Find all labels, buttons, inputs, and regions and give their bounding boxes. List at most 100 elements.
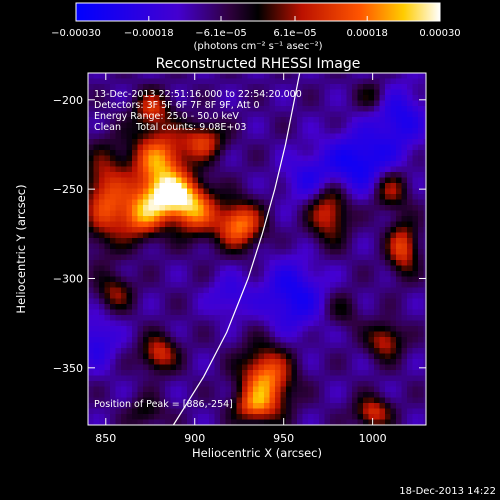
- heatmap-cell: [137, 227, 144, 233]
- heatmap-cell: [297, 205, 303, 211]
- heatmap-cell: [181, 309, 188, 316]
- heatmap-cell: [225, 320, 232, 327]
- heatmap-cell: [214, 194, 221, 200]
- heatmap-cell: [121, 271, 127, 277]
- heatmap-cell: [286, 238, 292, 244]
- heatmap-cell: [181, 293, 188, 299]
- heatmap-cell: [390, 419, 397, 425]
- heatmap-cell: [170, 216, 177, 222]
- heatmap-cell: [418, 282, 424, 288]
- heatmap-cell: [159, 194, 166, 200]
- heatmap-cell: [319, 166, 325, 173]
- heatmap-cell: [264, 359, 270, 365]
- heatmap-cell: [264, 375, 270, 382]
- heatmap-cell: [165, 287, 171, 294]
- heatmap-cell: [357, 331, 364, 338]
- heatmap-cell: [220, 392, 226, 398]
- heatmap-cell: [385, 111, 391, 118]
- heatmap-cell: [181, 73, 188, 79]
- heatmap-cell: [396, 364, 402, 371]
- heatmap-cell: [313, 232, 320, 239]
- heatmap-cell: [412, 210, 419, 217]
- heatmap-cell: [181, 370, 188, 376]
- heatmap-cell: [308, 172, 314, 178]
- heatmap-cell: [324, 375, 331, 382]
- heatmap-cell: [423, 73, 426, 79]
- heatmap-cell: [390, 177, 397, 184]
- heatmap-cell: [159, 210, 166, 217]
- heatmap-cell: [93, 392, 100, 398]
- heatmap-cell: [126, 381, 133, 387]
- heatmap-cell: [324, 320, 331, 327]
- heatmap-cell: [264, 353, 270, 360]
- heatmap-cell: [121, 84, 127, 90]
- heatmap-cell: [242, 128, 248, 134]
- heatmap-cell: [335, 172, 342, 178]
- heatmap-cell: [412, 287, 419, 294]
- heatmap-cell: [236, 183, 243, 189]
- heatmap-cell: [198, 188, 204, 195]
- heatmap-cell: [176, 122, 182, 129]
- heatmap-cell: [104, 386, 111, 393]
- heatmap-cell: [280, 155, 287, 162]
- heatmap-cell: [143, 342, 149, 349]
- heatmap-cell: [330, 117, 336, 123]
- heatmap-cell: [330, 172, 336, 178]
- heatmap-cell: [291, 73, 298, 79]
- heatmap-cell: [88, 397, 94, 404]
- heatmap-cell: [214, 254, 221, 261]
- heatmap-cell: [231, 293, 237, 299]
- heatmap-cell: [88, 331, 94, 338]
- heatmap-cell: [231, 271, 237, 277]
- heatmap-cell: [220, 111, 226, 118]
- heatmap-cell: [308, 392, 314, 398]
- heatmap-cell: [115, 287, 122, 294]
- heatmap-cell: [126, 375, 133, 382]
- heatmap-cell: [88, 408, 94, 415]
- heatmap-cell: [319, 271, 325, 277]
- heatmap-cell: [363, 194, 369, 200]
- heatmap-cell: [115, 282, 122, 288]
- heatmap-cell: [115, 243, 122, 250]
- heatmap-cell: [121, 397, 127, 404]
- heatmap-cell: [126, 188, 133, 195]
- heatmap-cell: [412, 155, 419, 162]
- heatmap-cell: [165, 359, 171, 365]
- heatmap-cell: [341, 139, 347, 145]
- heatmap-cell: [390, 375, 397, 382]
- heatmap-cell: [247, 309, 254, 316]
- heatmap-cell: [253, 150, 259, 156]
- heatmap-cell: [104, 73, 111, 79]
- heatmap-cell: [110, 111, 116, 118]
- heatmap-cell: [154, 183, 160, 189]
- heatmap-cell: [137, 260, 144, 266]
- heatmap-cell: [170, 342, 177, 349]
- heatmap-cell: [379, 265, 386, 272]
- heatmap-cell: [308, 386, 314, 393]
- heatmap-cell: [407, 161, 413, 167]
- heatmap-cell: [368, 271, 375, 277]
- heatmap-cell: [176, 298, 182, 305]
- heatmap-cell: [209, 403, 215, 409]
- heatmap-cell: [286, 265, 292, 272]
- heatmap-cell: [121, 254, 127, 261]
- heatmap-cell: [396, 265, 402, 272]
- heatmap-cell: [385, 221, 391, 228]
- heatmap-cell: [165, 183, 171, 189]
- heatmap-cell: [148, 320, 155, 327]
- heatmap-cell: [154, 95, 160, 101]
- heatmap-cell: [418, 111, 424, 118]
- heatmap-cell: [253, 95, 259, 101]
- heatmap-cell: [335, 403, 342, 409]
- heatmap-cell: [418, 133, 424, 140]
- heatmap-cell: [198, 364, 204, 371]
- heatmap-cell: [236, 188, 243, 195]
- heatmap-cell: [280, 177, 287, 184]
- heatmap-cell: [137, 298, 144, 305]
- heatmap-cell: [236, 243, 243, 250]
- heatmap-cell: [192, 276, 199, 283]
- heatmap-cell: [363, 408, 369, 415]
- heatmap-cell: [418, 84, 424, 90]
- heatmap-cell: [93, 150, 100, 156]
- heatmap-cell: [209, 232, 215, 239]
